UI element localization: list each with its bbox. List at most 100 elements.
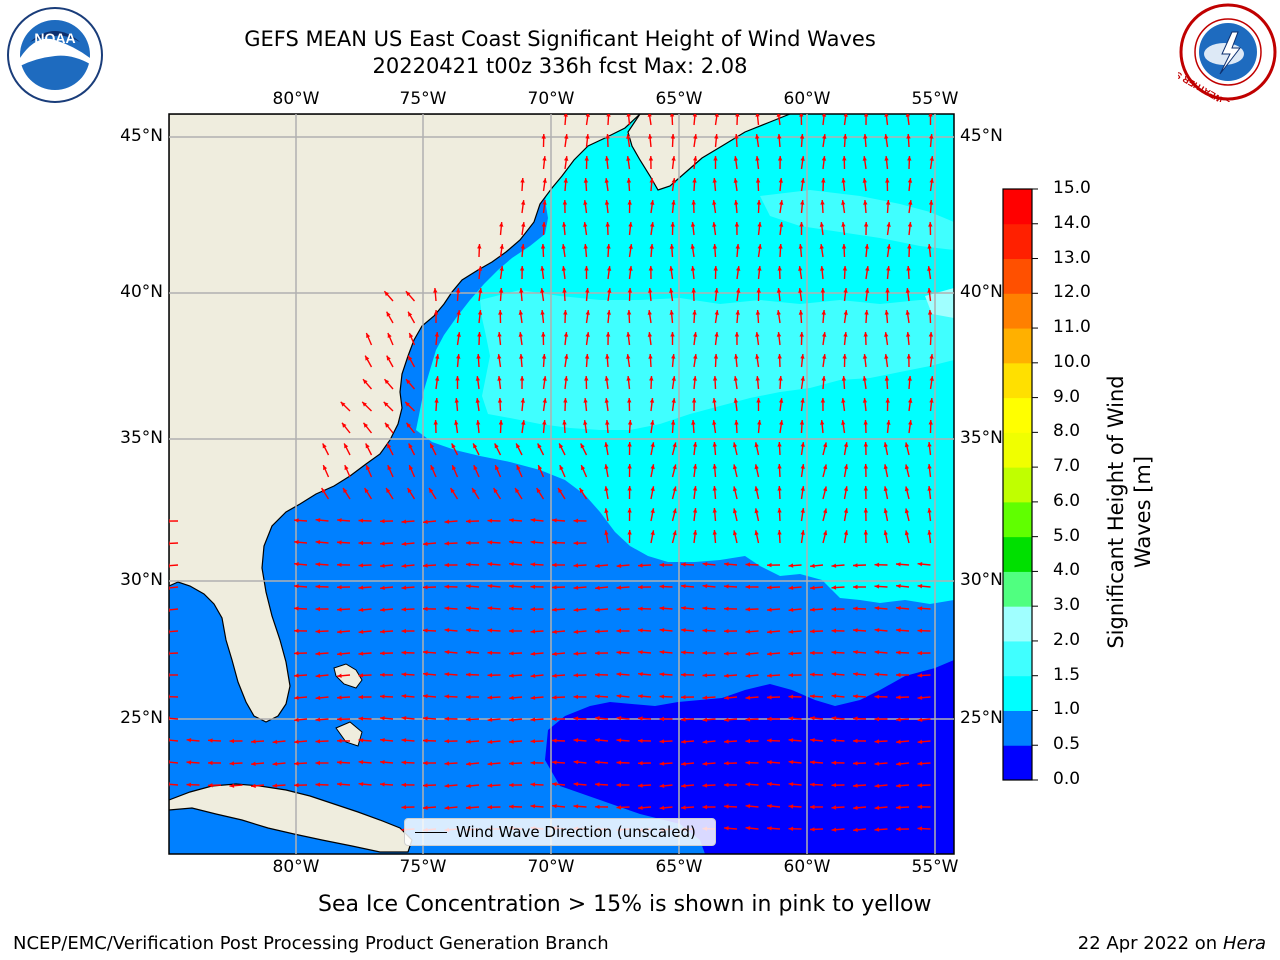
wave-arrow-head: [843, 442, 849, 447]
wave-arrow-head: [884, 332, 889, 337]
wave-arrow-head: [843, 530, 849, 535]
wave-arrow-head: [540, 266, 545, 271]
wave-arrow-head: [672, 464, 677, 470]
wave-arrow-head: [831, 585, 837, 590]
wave-arrow-head: [691, 288, 696, 293]
wave-arrow-head: [732, 508, 738, 514]
wave-arrow-head: [294, 651, 299, 656]
wave-arrow-head: [822, 134, 827, 139]
wave-arrow-head: [498, 420, 504, 425]
wave-arrow-head: [917, 584, 923, 589]
wave-arrow-head: [451, 443, 456, 449]
wave-arrow-head: [487, 739, 493, 744]
wave-arrow-head: [672, 530, 677, 536]
wave-arrow-head: [659, 716, 664, 722]
wave-arrow-head: [671, 156, 676, 161]
wave-arrow-head: [863, 200, 868, 205]
wave-arrow-head: [585, 114, 590, 117]
wave-arrow-head: [917, 739, 923, 744]
wave-arrow-head: [487, 562, 493, 567]
wave-arrow-head: [530, 584, 536, 589]
wave-arrow-head: [659, 606, 665, 611]
wave-arrow-head: [648, 354, 653, 359]
wave-arrow-head: [616, 650, 622, 655]
wave-arrow-head: [904, 464, 910, 470]
wave-arrow-head: [712, 200, 717, 205]
wave-arrow-head: [509, 584, 514, 589]
wave-arrow-head: [386, 488, 391, 493]
wave-arrow-head: [884, 114, 889, 117]
wave-arrow-head: [669, 244, 675, 249]
wave-arrow-head: [487, 628, 493, 633]
wave-arrow-head: [552, 629, 557, 634]
wave-arrow-head: [927, 310, 933, 315]
wave-arrow-head: [853, 827, 858, 832]
wave-arrow-head: [648, 134, 653, 139]
wave-arrow-head: [521, 420, 526, 425]
wave-arrow-head: [366, 465, 371, 471]
wave-arrow-head: [358, 760, 364, 765]
wave-arrow-head: [884, 354, 889, 359]
wave-arrow-head: [853, 584, 858, 590]
wave-arrow-head: [540, 288, 545, 293]
wave-arrow-head: [886, 266, 891, 271]
wave-arrow-head: [186, 782, 192, 787]
wave-arrow-head: [595, 738, 600, 743]
wave-arrow-head: [466, 606, 471, 611]
wave-arrow-head: [767, 760, 772, 765]
wave-arrow-head: [917, 673, 923, 678]
wave-arrow-head: [874, 562, 880, 567]
wave-arrow-head: [638, 805, 643, 810]
wave-arrow-head: [905, 288, 910, 293]
wave-arrow-head: [757, 244, 762, 249]
wave-arrow-head: [387, 443, 392, 449]
wave-arrow-head: [477, 266, 483, 271]
wave-arrow-head: [776, 310, 781, 315]
wave-arrow-head: [692, 442, 698, 447]
wave-arrow-head: [604, 486, 609, 491]
wave-arrow-head: [777, 442, 782, 447]
wave-arrow-head: [604, 530, 609, 535]
wave-arrow-head: [820, 398, 826, 403]
wave-arrow-head: [509, 695, 514, 700]
wave-arrow-head: [648, 156, 654, 161]
wave-arrow-head: [757, 266, 762, 271]
wave-arrow-head: [853, 783, 858, 788]
wave-arrow-shaft: [169, 630, 179, 633]
wave-arrow-head: [494, 443, 499, 449]
wave-arrow-head: [605, 134, 610, 139]
wave-arrow-head: [444, 562, 449, 568]
wave-arrow-head: [648, 288, 653, 293]
wave-arrow-head: [776, 288, 782, 293]
wave-arrow-head: [272, 761, 278, 766]
wave-arrow-head: [907, 178, 913, 183]
wave-arrow-head: [294, 606, 299, 611]
map-legend: Wind Wave Direction (unscaled): [404, 818, 716, 846]
wave-arrow-head: [896, 695, 901, 700]
wave-arrow-head: [563, 376, 569, 381]
wave-arrow-head: [692, 486, 698, 491]
wave-arrow-head: [724, 584, 729, 589]
wave-arrow-head: [229, 783, 235, 788]
wave-arrow-head: [444, 716, 449, 721]
wave-arrow-head: [927, 442, 932, 447]
wave-arrow-head: [822, 354, 827, 359]
wave-arrow-head: [800, 486, 805, 491]
wave-arrow-head: [702, 584, 708, 589]
wave-arrow-head: [745, 738, 750, 744]
wave-arrow-shaft: [169, 652, 179, 655]
wave-arrow-head: [810, 672, 815, 677]
wave-arrow-head: [595, 694, 600, 699]
wave-arrow-head: [573, 694, 578, 700]
wave-arrow-head: [777, 464, 782, 469]
wave-arrow-head: [638, 783, 643, 788]
wave-arrow-head: [407, 488, 412, 493]
wave-arrow-head: [767, 562, 772, 568]
colorbar: [1002, 188, 1038, 781]
wave-arrow-head: [540, 244, 546, 249]
wave-arrow-head: [659, 628, 665, 633]
lat-tick-label-left: 40°N: [120, 282, 163, 302]
wave-arrow-head: [580, 443, 585, 449]
wave-arrow-head: [583, 178, 589, 183]
wave-arrow-head: [487, 783, 493, 788]
